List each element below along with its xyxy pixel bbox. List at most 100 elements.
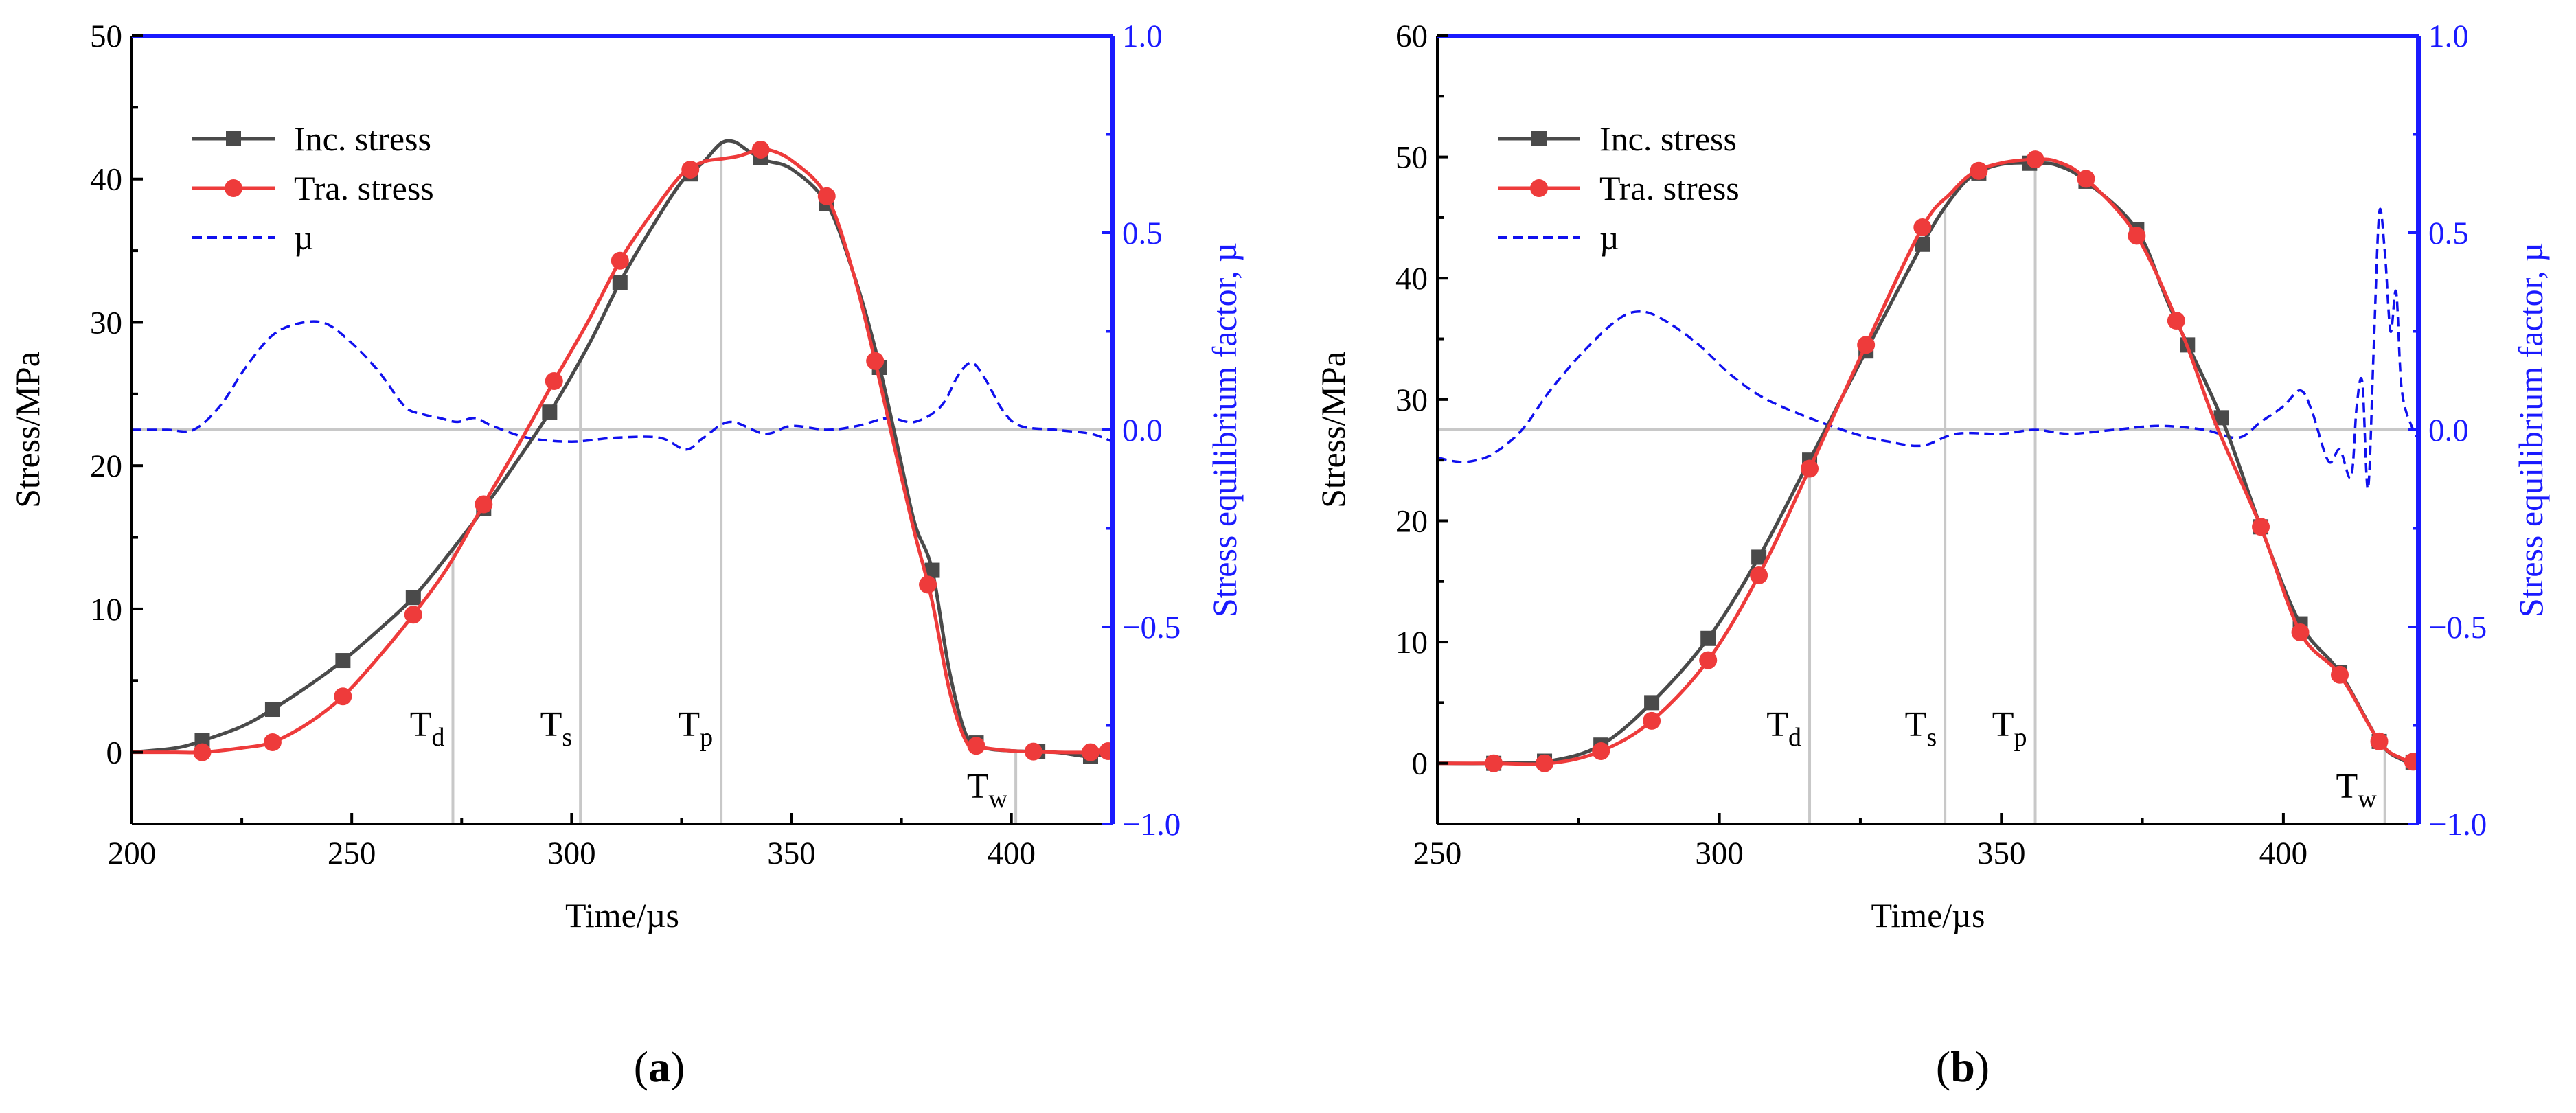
inc-point — [1751, 549, 1767, 565]
series-tra-line — [1437, 157, 2419, 766]
marker-label-base: T — [967, 767, 989, 806]
series-inc-line — [1437, 161, 2419, 766]
tra-point — [1592, 742, 1610, 761]
y-tick-label: 10 — [1395, 625, 1428, 661]
legend-inc-label: Inc. stress — [294, 119, 431, 158]
legend-tra-marker — [1530, 179, 1548, 197]
y-tick-label: 0 — [106, 735, 123, 771]
tra-point — [1699, 651, 1718, 669]
y2-tick-label: 0.5 — [2428, 216, 2469, 251]
caption-close: ) — [670, 1042, 685, 1091]
legend-tra-label: Tra. stress — [294, 169, 434, 207]
marker-label-base: T — [1992, 705, 2014, 744]
x-tick-label: 400 — [987, 836, 1036, 871]
series-mu-line — [132, 320, 1113, 451]
y2-tick-label: 1.0 — [2428, 19, 2469, 54]
inc-point — [1700, 630, 1716, 646]
x-tick-label: 350 — [767, 836, 816, 871]
legend-inc-marker — [1531, 131, 1547, 146]
y-tick-label: 30 — [90, 305, 122, 341]
inc-point — [1644, 695, 1660, 711]
tra-point — [1913, 218, 1932, 237]
tra-point — [1970, 161, 1988, 180]
marker-label-base: T — [678, 705, 700, 744]
y-tick-label: 20 — [1395, 503, 1428, 539]
x-tick-label: 300 — [1695, 836, 1744, 871]
tra-point — [545, 372, 563, 391]
y-tick-label: 0 — [1412, 746, 1428, 782]
y-tick-label: 40 — [1395, 261, 1428, 297]
legend: Inc. stress Tra. stress µ — [192, 119, 434, 257]
tra-point — [1099, 742, 1113, 760]
y2-tick-label: −0.5 — [2428, 610, 2487, 645]
marker-label-p: Tp — [678, 705, 713, 752]
inc-point — [542, 404, 558, 420]
tra-point — [2167, 312, 2185, 330]
y2-tick-label: 0.0 — [1122, 413, 1163, 448]
y2-axis-label: Stress equilibrium factor, µ — [2511, 242, 2550, 617]
marker-label-base: T — [2336, 767, 2358, 806]
marker-label-sub: s — [1926, 723, 1937, 752]
y-tick-label: 10 — [90, 592, 122, 628]
caption-open: ( — [1936, 1042, 1950, 1091]
marker-label-w: Tw — [2336, 767, 2378, 814]
series-inc-line — [132, 139, 1113, 759]
inc-point — [2213, 410, 2229, 426]
tra-point — [2291, 623, 2310, 641]
y2-tick-label: 0.5 — [1122, 216, 1163, 251]
tra-point — [1081, 743, 1099, 761]
inc-point — [924, 562, 940, 578]
marker-label-base: T — [1905, 705, 1927, 744]
marker-label-base: T — [540, 705, 562, 744]
tra-point — [1801, 459, 1819, 478]
tra-point — [193, 743, 212, 761]
tra-point — [2026, 150, 2044, 169]
x-tick-label: 300 — [547, 836, 596, 871]
y-tick-label: 20 — [90, 448, 122, 484]
inc-point — [612, 275, 628, 290]
legend-inc-label: Inc. stress — [1599, 119, 1737, 158]
marker-label-sub: s — [562, 723, 572, 752]
marker-label-p: Tp — [1992, 705, 2027, 752]
series-mu-line — [1437, 207, 2419, 490]
tra-point — [475, 495, 493, 514]
marker-label-w: Tw — [967, 767, 1008, 814]
tra-point — [2370, 732, 2389, 750]
marker-label-sub: d — [431, 723, 444, 752]
y-tick-label: 60 — [1395, 19, 1428, 54]
panel-caption: (a) — [634, 1042, 685, 1091]
caption-close: ) — [1975, 1042, 1990, 1091]
marker-label-sub: w — [2358, 785, 2377, 814]
y2-tick-label: −0.5 — [1122, 610, 1181, 645]
inc-point — [1915, 236, 1930, 252]
marker-label-base: T — [410, 705, 432, 744]
x-tick-label: 200 — [108, 836, 157, 871]
marker-label-sub: w — [989, 785, 1008, 814]
y-axis-label: Stress/MPa — [1314, 352, 1352, 508]
caption-letter: a — [648, 1042, 670, 1091]
tra-point — [1643, 711, 1661, 730]
x-axis-label: Time/µs — [565, 896, 679, 934]
marker-label-s: Ts — [540, 705, 573, 752]
tra-point — [2331, 665, 2349, 684]
tra-point — [611, 251, 629, 270]
x-tick-label: 350 — [1977, 836, 2026, 871]
tra-point — [404, 606, 422, 624]
tra-point — [334, 687, 352, 706]
tra-point — [263, 733, 282, 752]
legend-inc-marker — [226, 131, 241, 146]
tra-point — [919, 575, 937, 594]
caption-open: ( — [634, 1042, 648, 1091]
tra-point — [751, 140, 770, 159]
y2-tick-label: 1.0 — [1122, 19, 1163, 54]
tra-point — [1024, 742, 1042, 761]
tra-point — [681, 160, 700, 179]
plot-area — [132, 139, 1113, 824]
y-tick-label: 50 — [1395, 140, 1428, 176]
inc-point — [264, 702, 280, 718]
series-tra-line — [132, 146, 1113, 755]
x-tick-label: 250 — [328, 836, 376, 871]
